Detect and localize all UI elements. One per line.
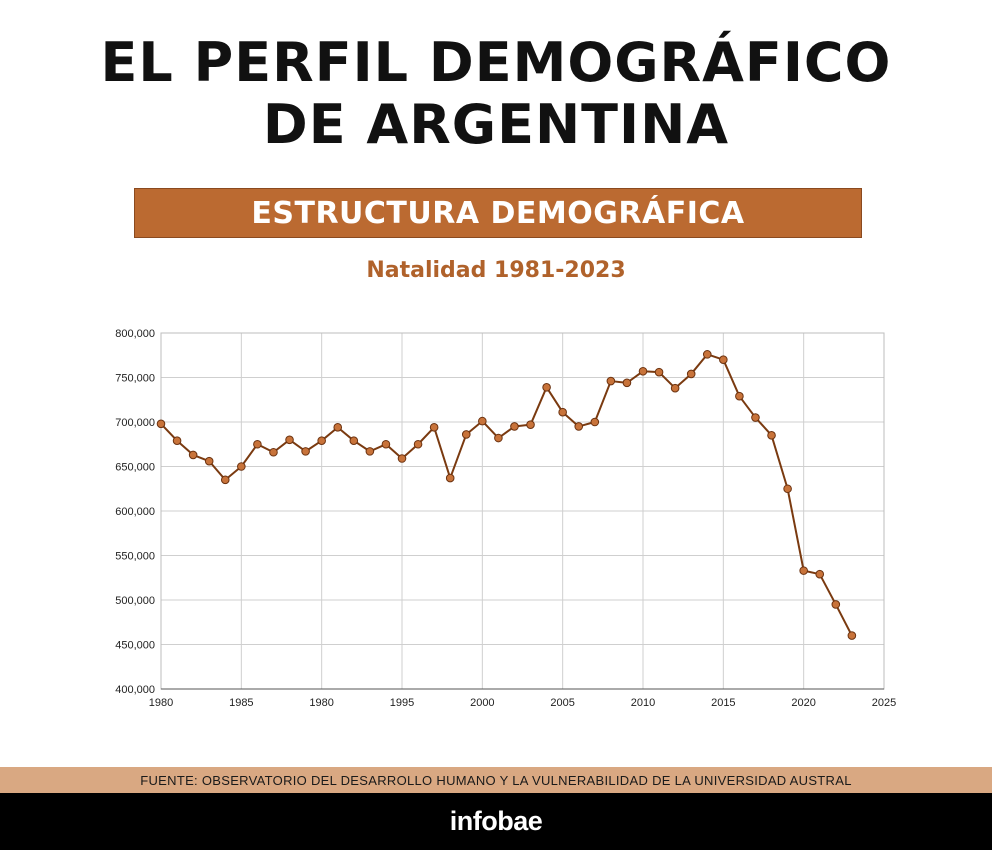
y-tick-label: 650,000: [115, 462, 155, 474]
page-title-line-1: EL PERFIL DEMOGRÁFICO: [100, 31, 892, 94]
y-tick-label: 750,000: [115, 373, 155, 385]
chart-axes: 800,000 750,000 700,000 650,000 600,000 550,0…: [115, 328, 896, 709]
data-point: [831, 600, 841, 609]
data-point: [542, 382, 551, 392]
source-text: FUENTE: OBSERVATORIO DEL DESARROLLO HUMA…: [140, 772, 852, 788]
x-tick-label: 2010: [631, 697, 655, 709]
x-tick-label: 1980: [309, 697, 333, 709]
infobae-logo: infobae: [449, 806, 543, 836]
data-point: [815, 569, 825, 579]
data-point: [188, 450, 198, 460]
section-banner-label: ESTRUCTURA DEMOGRÁFICA: [251, 195, 745, 231]
y-tick-label: 500,000: [115, 595, 155, 607]
y-tick-label: 450,000: [115, 640, 155, 652]
chart-title: Natalidad 1981-2023: [366, 258, 626, 283]
line-chart: 800,000 750,000 700,000 650,000 600,000 550,0…: [115, 328, 896, 709]
data-point: [654, 367, 664, 377]
data-point: [285, 435, 294, 445]
data-point: [622, 378, 632, 388]
x-tick-label: 2020: [791, 697, 815, 709]
data-point: [494, 433, 503, 443]
data-point: [574, 422, 584, 431]
section-banner: ESTRUCTURA DEMOGRÁFICA: [134, 188, 862, 238]
data-point: [156, 419, 166, 429]
chart-grid: [160, 332, 885, 690]
data-point: [413, 439, 423, 449]
data-point: [445, 473, 455, 483]
data-point: [220, 475, 230, 485]
y-tick-label: 800,000: [115, 328, 155, 340]
data-point: [799, 566, 808, 575]
x-tick-label: 2025: [872, 697, 896, 709]
data-point: [253, 439, 262, 449]
data-point: [606, 376, 616, 386]
data-point: [429, 423, 439, 432]
data-point: [767, 431, 776, 440]
page-title-line-2: DE ARGENTINA: [262, 93, 730, 156]
chart-series: [156, 350, 857, 640]
data-point: [510, 422, 519, 431]
data-point: [397, 454, 407, 463]
data-point: [686, 369, 696, 379]
data-point: [558, 407, 567, 417]
x-tick-label: 1995: [390, 697, 414, 709]
data-point: [526, 420, 535, 429]
data-point: [269, 447, 278, 457]
data-point: [478, 416, 487, 426]
x-tick-label: 1980: [149, 697, 173, 709]
data-point: [783, 484, 792, 494]
data-point: [719, 355, 728, 365]
data-point: [204, 456, 214, 466]
x-tick-label: 1985: [229, 697, 253, 709]
y-tick-label: 600,000: [115, 506, 155, 518]
data-point: [172, 436, 182, 445]
x-tick-label: 2015: [711, 697, 735, 709]
y-tick-label: 400,000: [115, 684, 155, 696]
x-tick-label: 2000: [470, 697, 494, 709]
data-point: [381, 439, 391, 449]
series-line: [160, 353, 853, 637]
data-point: [461, 430, 471, 439]
data-point: [365, 447, 375, 456]
data-point: [751, 413, 760, 422]
footer-bar: infobae: [0, 793, 992, 850]
x-tick-label: 2005: [550, 697, 574, 709]
data-point: [702, 350, 712, 359]
data-point: [237, 462, 246, 471]
data-point: [590, 417, 600, 427]
data-point: [333, 423, 343, 432]
data-point: [670, 383, 680, 393]
data-point: [638, 366, 648, 376]
data-point: [735, 391, 744, 401]
data-point: [301, 447, 310, 456]
y-tick-label: 550,000: [115, 551, 155, 563]
y-tick-label: 700,000: [115, 417, 155, 429]
data-point: [847, 631, 857, 640]
data-point: [317, 436, 326, 445]
source-bar: FUENTE: OBSERVATORIO DEL DESARROLLO HUMA…: [0, 767, 992, 793]
data-point: [349, 436, 359, 445]
